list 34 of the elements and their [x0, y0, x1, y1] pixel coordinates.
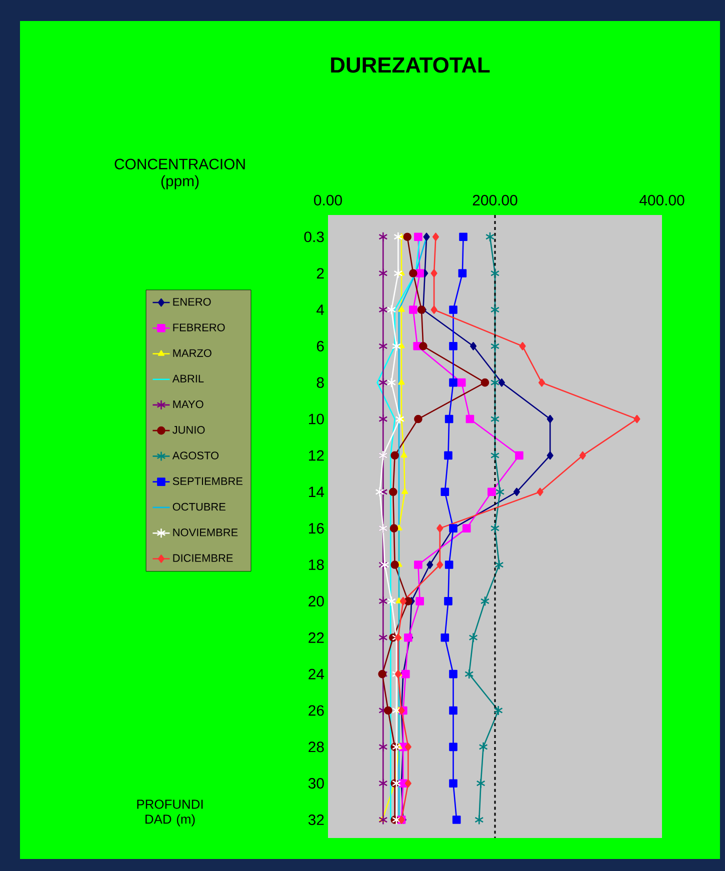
x-tick-label: 400.00: [639, 194, 684, 206]
legend-label: ENERO: [173, 298, 211, 306]
y-tick-label: 20: [308, 596, 324, 606]
legend-label: NOVIEMBRE: [173, 528, 238, 536]
y-tick-label: 28: [308, 742, 324, 752]
y-tick-label: 10: [309, 414, 324, 424]
y-tick-label: 24: [308, 668, 324, 680]
y-tick-label: 4: [316, 304, 324, 315]
y-tick-label: 22: [308, 632, 324, 643]
legend-label: MAYO: [173, 400, 204, 408]
y-tick-label: 12: [309, 450, 324, 461]
y-tick-label: 8: [316, 377, 324, 388]
y-tick-label: 18: [309, 559, 324, 570]
y-tick-label: 16: [309, 523, 324, 534]
text: PROFUNDI DAD (m): [137, 800, 203, 826]
legend-label: JUNIO: [172, 426, 205, 434]
y-tick-label: 32: [308, 814, 324, 826]
y-tick-label: 26: [308, 705, 324, 716]
y-tick-label: 6: [316, 340, 324, 352]
legend-label: ABRIL: [172, 374, 204, 382]
legend-label: DICIEMBRE: [173, 554, 233, 562]
legend-label: AGOSTO: [172, 452, 219, 460]
text: CONCENTRACION (ppm): [114, 158, 245, 190]
legend-label: OCTUBRE: [172, 502, 226, 511]
y-tick-label: 0.3: [304, 232, 324, 242]
x-tick-label: 200.00: [472, 194, 518, 206]
legend-label: FEBRERO: [173, 324, 225, 332]
legend-label: SEPTIEMBRE: [172, 477, 243, 486]
chart-title: DUREZATOTAL: [331, 57, 490, 73]
x-tick-label: 0.00: [314, 194, 342, 206]
y-tick-label: 14: [309, 486, 324, 498]
y-tick-label: 2: [316, 268, 324, 279]
y-tick-label: 30: [308, 778, 324, 789]
legend-label: MARZO: [173, 349, 212, 357]
